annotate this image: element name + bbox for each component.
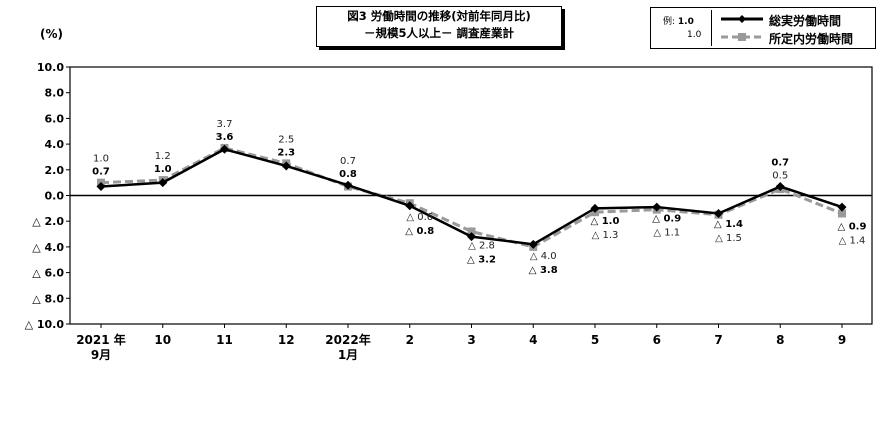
series1-point	[96, 182, 106, 192]
series1-point	[837, 202, 847, 212]
legend-swatches	[721, 15, 763, 41]
series1-data-label: △ 3.8	[529, 265, 558, 276]
series1-data-label: 0.8	[339, 169, 357, 180]
series2-data-label: △ 1.5	[715, 233, 742, 244]
x-tick-label: 12	[278, 333, 295, 347]
legend: 例: 1.0 1.0 総実労働時間 所定内労働時間	[650, 7, 876, 49]
series1-point	[220, 144, 229, 154]
legend-example-plain: 1.0	[687, 30, 702, 40]
y-tick-label: 6.0	[45, 112, 65, 125]
series1-data-label: △ 1.4	[714, 219, 743, 230]
series1-data-label: △ 3.2	[467, 255, 496, 266]
series2-data-label: 2.5	[278, 134, 294, 145]
x-tick-label: 1月	[338, 348, 358, 362]
x-tick-label: 2	[406, 333, 414, 347]
series1-data-label: △ 1.0	[591, 216, 620, 227]
y-tick-label: △ 4.0	[32, 241, 64, 254]
series2-data-label: △ 1.3	[592, 230, 619, 241]
x-tick-label: 11	[216, 333, 233, 347]
y-tick-label: △ 10.0	[25, 318, 65, 331]
x-tick-label: 10	[154, 333, 171, 347]
series2-data-label: 3.7	[217, 119, 233, 130]
legend-example: 例: 1.0	[663, 14, 694, 27]
series2-data-label: △ 1.4	[839, 235, 866, 246]
legend-series1-marker	[738, 15, 746, 23]
series1-data-label: 0.7	[92, 167, 110, 178]
legend-divider	[711, 10, 712, 46]
legend-example-prefix: 例:	[663, 17, 676, 27]
series2-data-label: △ 2.8	[468, 241, 495, 252]
series1-data-label: 2.3	[277, 147, 295, 158]
y-tick-label: △ 2.0	[32, 215, 64, 228]
series1-point	[343, 180, 353, 190]
legend-example-bold: 1.0	[677, 17, 694, 27]
chart-title-line2: －規模5人以上－ 調査産業計	[363, 26, 514, 40]
series1-data-label: △ 0.9	[838, 221, 867, 232]
x-tick-label: 7	[714, 333, 722, 347]
series1-data-label: 3.6	[216, 132, 234, 143]
x-tick-label: 4	[529, 333, 537, 347]
legend-series1-label: 総実労働時間	[769, 14, 842, 28]
series1-data-label: 1.0	[154, 164, 172, 175]
series2-data-label: 1.0	[93, 154, 109, 165]
series1-data-label: △ 0.8	[405, 226, 434, 237]
series1-point	[775, 182, 785, 192]
legend-series2-label: 所定内労働時間	[769, 32, 854, 46]
series2-data-label: 0.5	[772, 171, 788, 182]
x-tick-label: 2021 年	[76, 332, 126, 347]
series1-point	[467, 232, 476, 242]
series2-data-label: △ 4.0	[530, 251, 557, 262]
series1-point	[652, 202, 662, 212]
y-unit-label: (%)	[40, 27, 63, 41]
y-tick-label: 8.0	[45, 87, 65, 100]
x-tick-label: 5	[591, 333, 599, 347]
y-tick-label: △ 8.0	[32, 292, 64, 305]
chart-title-box: 図3 労働時間の推移(対前年同月比) －規模5人以上－ 調査産業計	[316, 6, 562, 47]
series2-data-label: 0.7	[340, 156, 356, 167]
series1-data-label: △ 0.9	[652, 214, 681, 225]
series1-point	[590, 203, 600, 213]
x-tick-label: 9	[838, 333, 846, 347]
series1-point	[158, 178, 168, 188]
x-tick-label: 9月	[91, 348, 111, 362]
series2-data-label: 1.2	[155, 151, 171, 162]
x-tick-label: 3	[467, 333, 475, 347]
chart-title-line1: 図3 労働時間の推移(対前年同月比)	[347, 9, 531, 23]
series1-point	[714, 208, 723, 218]
series1-data-label: 0.7	[771, 158, 789, 169]
series2-data-label: △ 0.6	[406, 212, 433, 223]
x-tick-label: 8	[776, 333, 784, 347]
y-tick-label: 10.0	[37, 61, 64, 74]
y-tick-label: 2.0	[45, 164, 65, 177]
series2-point	[838, 209, 846, 218]
series1-point	[405, 201, 415, 211]
series1-point	[528, 239, 538, 249]
series2-point	[467, 227, 476, 236]
x-tick-label: 2022年	[325, 332, 370, 347]
y-tick-label: △ 6.0	[32, 267, 64, 280]
y-tick-label: 4.0	[45, 138, 65, 151]
legend-series2-marker	[738, 33, 746, 41]
series2-data-label: △ 1.1	[653, 228, 680, 239]
y-tick-label: 0.0	[45, 190, 65, 203]
x-tick-label: 6	[653, 333, 661, 347]
series1-point	[281, 161, 291, 171]
